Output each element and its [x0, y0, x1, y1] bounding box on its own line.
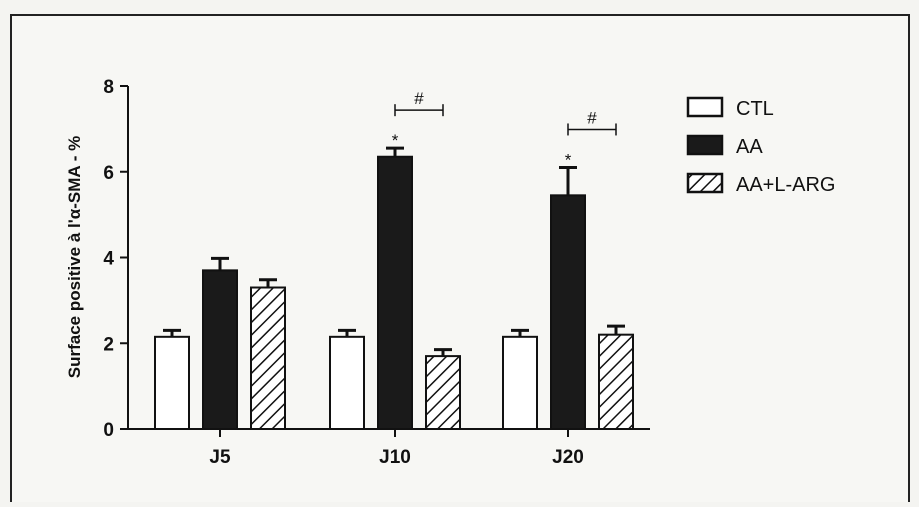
- y-tick-label: 0: [103, 420, 114, 441]
- bar-solid-J5: [202, 269, 238, 430]
- legend-label: AA+L-ARG: [736, 174, 835, 196]
- y-axis-label: Surface positive à l'α-SMA - %: [65, 136, 84, 378]
- legend: CTL AA AA+L-ARG: [686, 96, 835, 196]
- significance-bracket: #: [394, 89, 444, 117]
- legend-label: AA: [736, 136, 763, 158]
- x-tick-label: J10: [379, 447, 411, 468]
- y-tick-label: 2: [103, 334, 114, 355]
- bar-hatched-J20: [598, 333, 634, 430]
- bar-open-J5: [154, 335, 190, 431]
- y-tick-label: 4: [103, 249, 114, 270]
- significance-star: *: [392, 131, 399, 150]
- legend-swatch-solid: [686, 134, 724, 156]
- bar-open-J10: [329, 335, 365, 431]
- significance-hash: #: [414, 89, 424, 108]
- bar-solid-J20: [550, 194, 586, 430]
- legend-label: CTL: [736, 98, 774, 120]
- significance-hash: #: [587, 108, 597, 127]
- x-tick-label: J20: [552, 447, 584, 468]
- x-tick-label: J5: [209, 447, 231, 468]
- significance-star: *: [565, 150, 572, 169]
- bar-hatched-J10: [425, 355, 461, 430]
- y-tick-label: 6: [103, 163, 114, 184]
- bar-solid-J10: [377, 155, 413, 430]
- bar-open-J20: [502, 335, 538, 431]
- legend-swatch-hatched: [686, 172, 724, 194]
- bar-hatched-J5: [250, 286, 286, 431]
- y-tick-label: 8: [103, 77, 114, 98]
- legend-swatch-open: [686, 96, 724, 118]
- significance-bracket: #: [567, 108, 617, 136]
